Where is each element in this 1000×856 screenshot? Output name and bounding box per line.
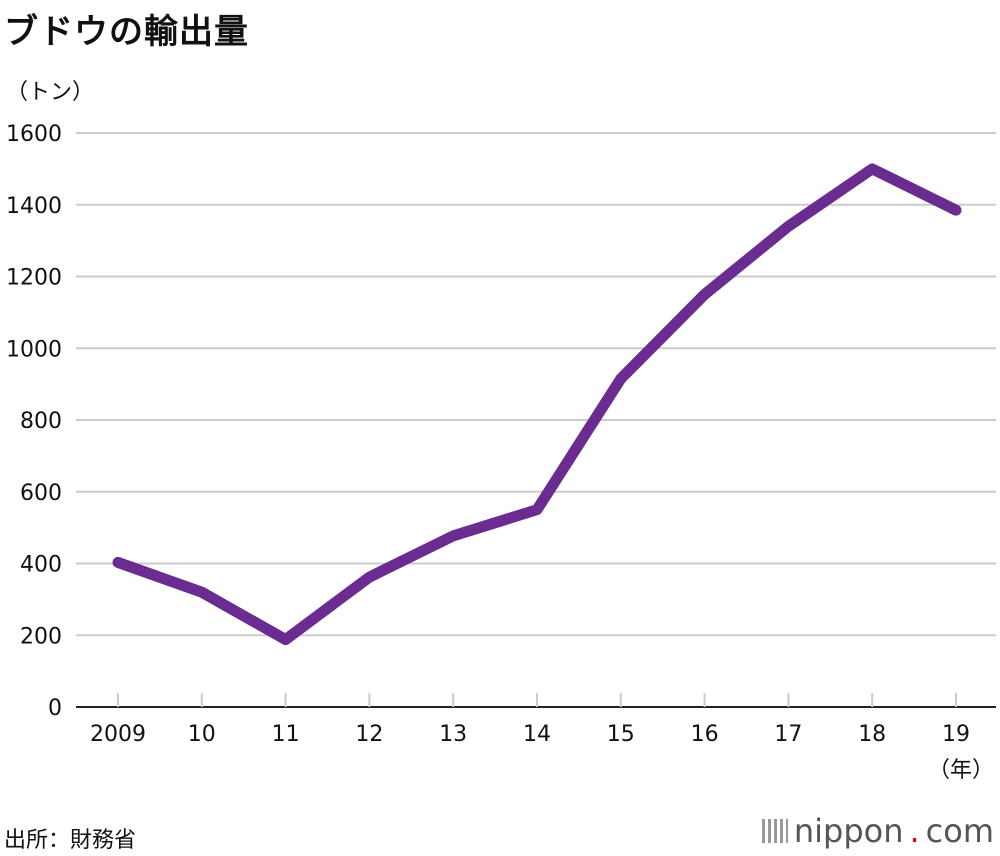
x-axis-unit: （年） [927, 758, 994, 783]
x-tick-label: 17 [774, 722, 802, 747]
x-tick-label: 13 [439, 722, 467, 747]
series-line [112, 163, 962, 646]
brand-suffix: com [925, 812, 994, 850]
brand-name: nippon [793, 812, 904, 850]
y-tick-label: 1600 [6, 122, 62, 147]
x-tick-label: 18 [858, 722, 886, 747]
y-tick-label: 800 [20, 409, 62, 434]
brand-logo[interactable]: nippon. com [761, 812, 994, 850]
y-tick-label: 200 [20, 624, 62, 649]
y-tick-label: 1000 [6, 337, 62, 362]
logo-mark-icon [761, 819, 788, 843]
y-tick-label: 0 [48, 696, 62, 721]
chart-title: ブドウの輸出量 [4, 12, 249, 52]
y-tick-label: 1400 [6, 194, 62, 219]
x-tick-label: 2009 [90, 722, 146, 747]
x-tick-label: 10 [188, 722, 216, 747]
source-note: 出所：財務省 [4, 828, 137, 853]
y-tick-label: 400 [20, 553, 62, 578]
y-tick-label: 1200 [6, 266, 62, 291]
x-tick-label: 19 [942, 722, 970, 747]
x-tick-label: 12 [355, 722, 383, 747]
x-tick-label: 15 [607, 722, 635, 747]
brand-dot: . [909, 812, 920, 850]
x-tick-label: 11 [272, 722, 300, 747]
x-tick-label: 16 [691, 722, 719, 747]
x-tick-label: 14 [523, 722, 551, 747]
y-axis-unit: （トン） [6, 80, 95, 105]
y-tick-label: 600 [20, 481, 62, 506]
